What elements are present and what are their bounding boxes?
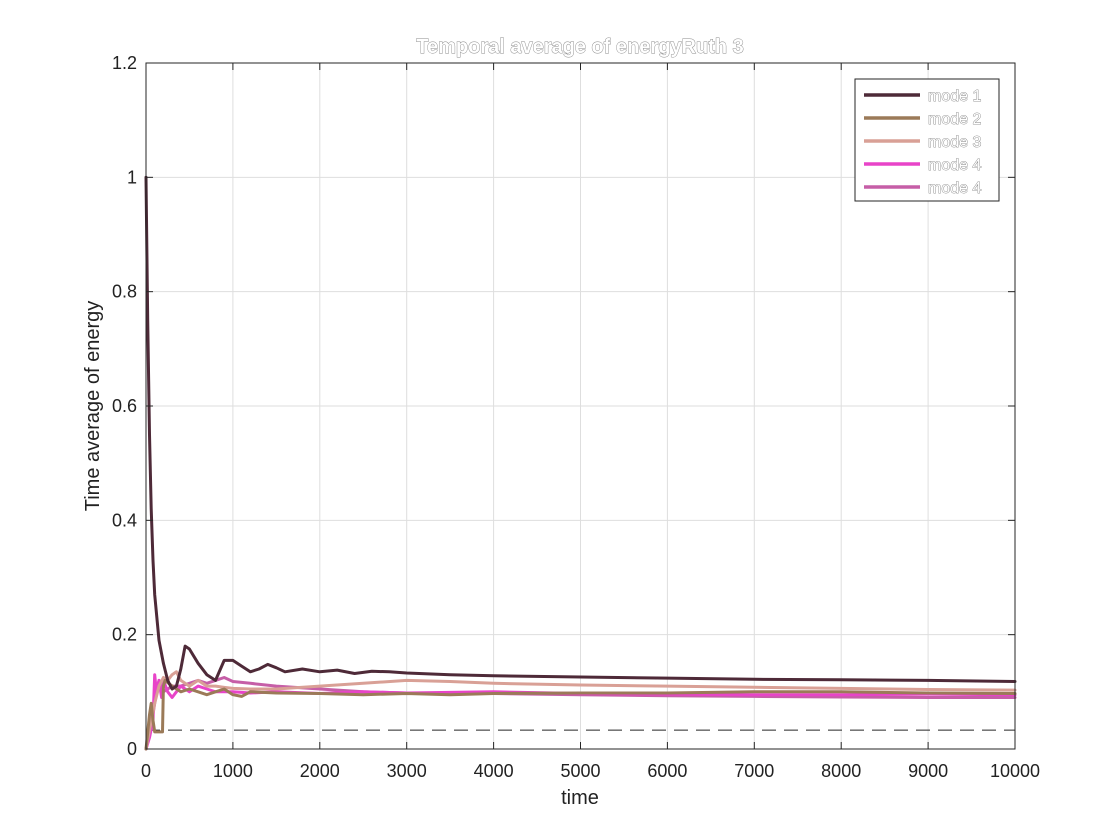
y-tick-label: 1 — [127, 167, 137, 187]
chart-title: Temporal average of energyRuth 3 — [416, 36, 744, 58]
x-tick-label: 3000 — [387, 761, 427, 781]
x-axis-title: time — [561, 787, 599, 809]
legend-label: mode 4 — [928, 180, 981, 197]
y-tick-label: 0.4 — [112, 510, 137, 530]
x-tick-label: 4000 — [474, 761, 514, 781]
y-tick-label: 1.2 — [112, 53, 137, 73]
x-tick-label: 8000 — [821, 761, 861, 781]
grid — [146, 63, 1015, 749]
legend-label: mode 3 — [928, 134, 981, 151]
series-line-3 — [144, 670, 1017, 751]
y-tick-label: 0.2 — [112, 625, 137, 645]
x-tick-label: 1000 — [213, 761, 253, 781]
y-tick-label: 0 — [127, 739, 137, 759]
x-tick-label: 2000 — [300, 761, 340, 781]
x-tick-label: 0 — [141, 761, 151, 781]
x-tick-label: 7000 — [734, 761, 774, 781]
x-tick-label: 5000 — [560, 761, 600, 781]
series-line-1 — [144, 175, 1017, 691]
legend-label: mode 4 — [928, 157, 981, 174]
legend-label: mode 2 — [928, 111, 981, 128]
y-axis-title: Time average of energy — [82, 301, 104, 511]
series-group — [144, 175, 1017, 751]
x-tick-label: 9000 — [908, 761, 948, 781]
x-tick-label: 6000 — [647, 761, 687, 781]
series-line-2 — [144, 678, 1017, 751]
y-tick-label: 0.6 — [112, 396, 137, 416]
tick-group: 0 1000 2000 3000 4000 5000 6000 7000 8000 9000 100… — [112, 53, 1040, 781]
legend-label: mode 1 — [928, 88, 981, 105]
x-tick-label: 10000 — [990, 761, 1040, 781]
y-tick-label: 0.8 — [112, 282, 137, 302]
legend: mode 1 mode 2 mode 3 mode 4 mode 4 — [854, 78, 1000, 202]
